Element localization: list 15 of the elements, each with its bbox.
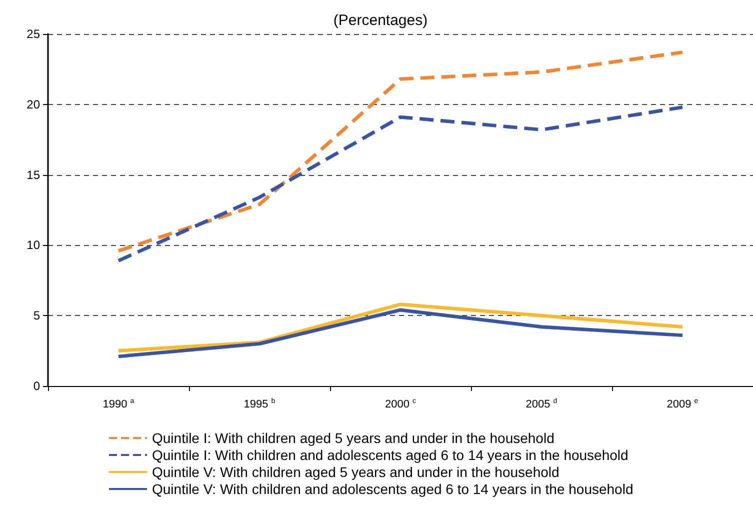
y-tick-label: 15 (26, 168, 40, 182)
y-tick-label: 0 (33, 379, 40, 393)
legend-label: Quintile V: With children and adolescents aged 6 to 14 years in the household (152, 481, 634, 497)
legend-label: Quintile I: With children and adolescents aged 6 to 14 years in the household (152, 447, 628, 463)
legend-label: Quintile I: With children aged 5 years and under in the household (152, 430, 554, 446)
line-series (116, 308, 684, 358)
line-series (116, 105, 684, 262)
y-tick-label: 25 (26, 27, 40, 41)
y-tick-label: 5 (33, 308, 40, 323)
line-series (116, 50, 684, 253)
y-tick-label: 10 (26, 238, 40, 252)
line-series (116, 302, 684, 353)
legend-label: Quintile V: With children aged 5 years and under in the household (152, 464, 560, 480)
y-tick-label: 20 (26, 97, 40, 112)
chart-title: (Percentages) (333, 12, 428, 29)
